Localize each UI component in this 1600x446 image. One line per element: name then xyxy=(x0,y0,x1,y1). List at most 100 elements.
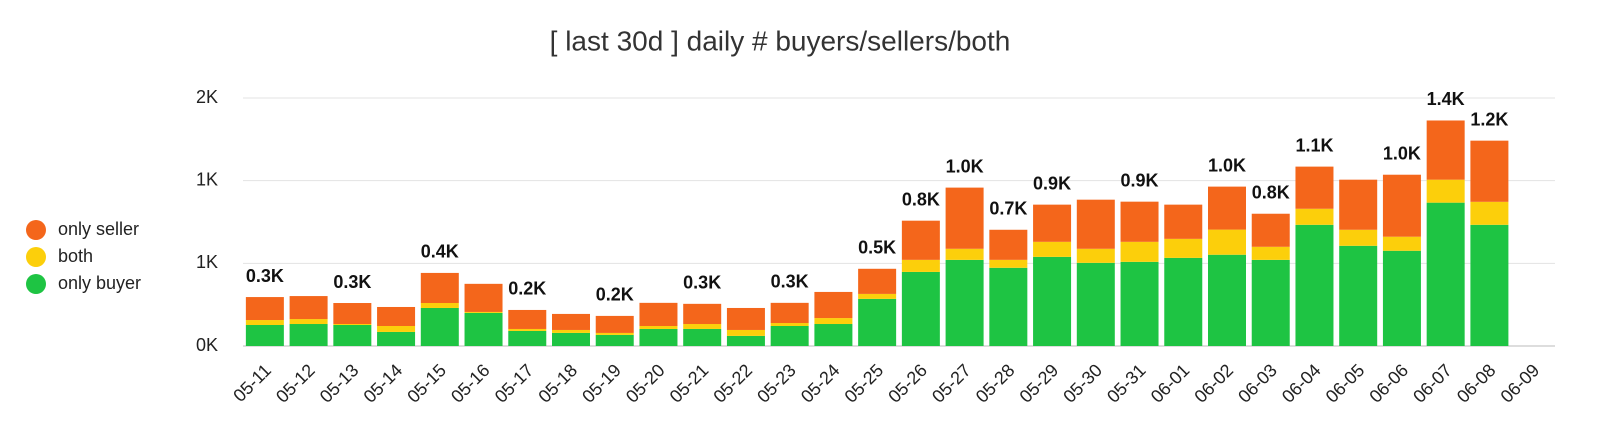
bar-segment xyxy=(639,302,678,326)
bar-segment xyxy=(289,296,328,320)
total-label: 1.0K xyxy=(946,156,984,176)
x-tick-label: 05-18 xyxy=(534,360,581,407)
bar-segment xyxy=(683,328,722,346)
total-label: 1.0K xyxy=(1383,143,1421,163)
bar-segment xyxy=(377,306,416,326)
bar-segment xyxy=(1120,201,1159,242)
bar-segment xyxy=(595,332,634,335)
x-tick-label: 05-28 xyxy=(972,360,1019,407)
x-tick-label: 05-16 xyxy=(447,360,494,407)
bar-segment xyxy=(683,303,722,325)
y-tick-label: 1K xyxy=(196,252,218,272)
bar-segment xyxy=(901,220,940,260)
bar-segment xyxy=(1033,241,1072,257)
x-tick-label: 05-30 xyxy=(1059,360,1106,407)
total-label: 0.9K xyxy=(1121,170,1159,190)
bar-segment xyxy=(1426,179,1465,203)
legend-label: only buyer xyxy=(58,273,141,293)
x-tick-label: 06-05 xyxy=(1322,360,1369,407)
x-tick-label: 05-22 xyxy=(709,360,756,407)
bar-segment xyxy=(901,271,940,346)
bar-segment xyxy=(420,272,459,304)
bar-segment xyxy=(508,330,547,346)
bar-segment xyxy=(377,331,416,346)
bar-segment xyxy=(726,329,765,336)
x-tick-label: 06-04 xyxy=(1278,360,1325,407)
legend-label: only seller xyxy=(58,219,139,239)
bar-segment xyxy=(552,313,590,330)
bar-segment xyxy=(333,303,372,325)
bar-segment xyxy=(1164,204,1203,239)
x-tick-label: 06-01 xyxy=(1147,360,1194,407)
x-tick-label: 06-08 xyxy=(1453,360,1500,407)
bar-segment xyxy=(945,187,984,249)
bar-segment xyxy=(858,298,897,346)
bar-segment xyxy=(1339,179,1378,230)
x-tick-label: 05-17 xyxy=(491,360,538,407)
bar-segment xyxy=(1382,174,1421,237)
bar-segment xyxy=(1295,166,1334,209)
total-label: 1.2K xyxy=(1470,109,1508,129)
bar-segment xyxy=(1339,245,1378,346)
bar-segment xyxy=(945,248,984,260)
bar-segment xyxy=(508,309,547,329)
bar-segment xyxy=(945,259,984,346)
bar-segment xyxy=(1339,229,1378,246)
x-tick-label: 06-02 xyxy=(1190,360,1237,407)
x-tick-label: 05-24 xyxy=(797,360,844,407)
total-label: 1.4K xyxy=(1427,89,1465,109)
total-label: 0.8K xyxy=(1252,182,1290,202)
bar-segment xyxy=(464,283,503,312)
x-tick-label: 06-09 xyxy=(1497,360,1544,407)
bar-segment xyxy=(464,311,503,313)
bar-segment xyxy=(420,303,459,308)
bar-segment xyxy=(814,324,853,346)
bar-segment xyxy=(683,324,722,329)
x-tick-label: 05-19 xyxy=(578,360,625,407)
bar-segment xyxy=(814,291,853,319)
legend-marker xyxy=(26,274,46,294)
total-label: 0.3K xyxy=(683,273,721,293)
bar-segment xyxy=(726,307,765,330)
x-tick-label: 05-23 xyxy=(753,360,800,407)
bar-segment xyxy=(245,320,284,326)
bar-segment xyxy=(1426,120,1465,180)
x-tick-label: 05-21 xyxy=(666,360,713,407)
bar-segment xyxy=(770,302,809,324)
total-label: 0.5K xyxy=(858,238,896,258)
bar-segment xyxy=(1251,259,1290,346)
bar-segment xyxy=(1208,229,1246,255)
bar-segment xyxy=(1164,257,1203,346)
total-label: 1.1K xyxy=(1295,135,1333,155)
x-tick-label: 05-11 xyxy=(229,360,275,406)
bar-segment xyxy=(333,325,372,346)
x-tick-label: 05-14 xyxy=(360,360,407,407)
bar-segment xyxy=(245,297,284,321)
total-label: 0.4K xyxy=(421,242,459,262)
x-tick-label: 05-29 xyxy=(1016,360,1063,407)
total-label: 0.3K xyxy=(246,266,284,286)
y-tick-label: 0K xyxy=(196,335,218,355)
bar-segment xyxy=(1382,236,1421,251)
bar-segment xyxy=(420,307,459,346)
bar-segment xyxy=(989,229,1028,260)
x-tick-label: 06-07 xyxy=(1409,360,1456,407)
y-tick-label: 2K xyxy=(196,87,218,107)
bar-segment xyxy=(1120,241,1159,262)
bar-segment xyxy=(1470,224,1509,346)
total-label: 0.9K xyxy=(1033,173,1071,193)
x-tick-label: 05-31 xyxy=(1103,360,1150,407)
legend-label: both xyxy=(58,246,93,266)
bar-segment xyxy=(770,323,809,326)
x-tick-label: 05-27 xyxy=(928,360,975,407)
bar-segment xyxy=(595,334,634,346)
bar-segment xyxy=(901,259,940,272)
bar-segment xyxy=(1208,254,1246,346)
bar-segment xyxy=(1470,140,1509,202)
bar-segment xyxy=(245,325,284,346)
x-tick-label: 05-13 xyxy=(316,360,363,407)
x-tick-label: 05-12 xyxy=(272,360,319,407)
legend-marker xyxy=(26,220,46,240)
bar-segment xyxy=(989,259,1028,268)
